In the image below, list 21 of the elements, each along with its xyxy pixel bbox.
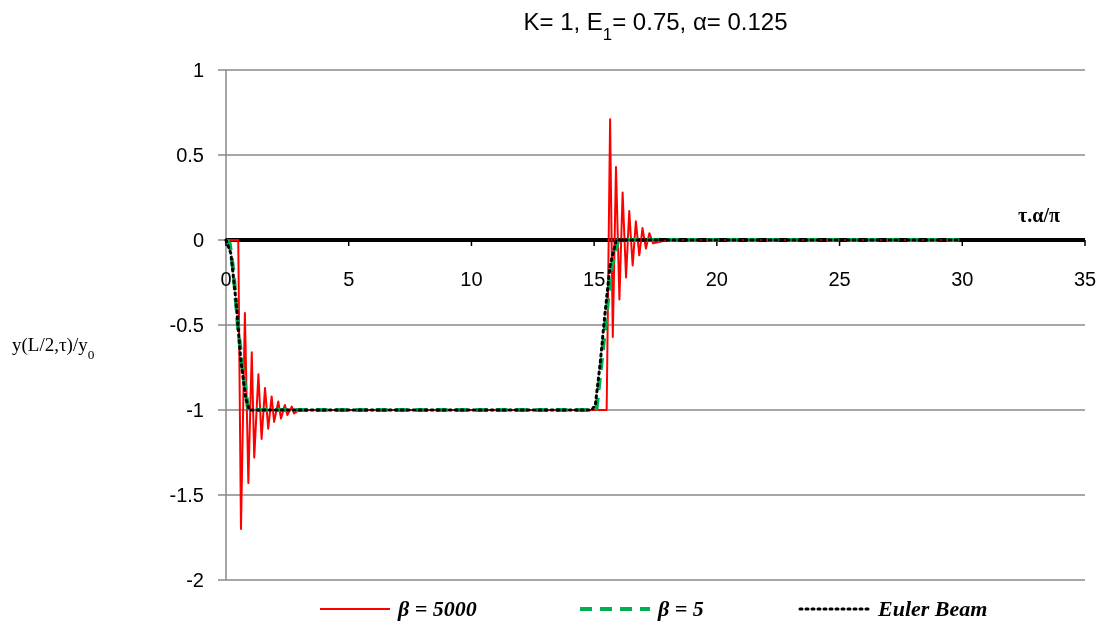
y-tick-label: 1 — [192, 59, 204, 81]
y-axis-title: y(L/2,τ)/y$_{0}$ — [12, 334, 95, 362]
x-tick-label: 0 — [220, 268, 232, 290]
x-tick-label: 35 — [1073, 268, 1097, 290]
x-tick-label: 15 — [583, 268, 606, 290]
x-tick-label: 25 — [828, 268, 851, 290]
chart-title: K= 1, E$_{1}$= 0.75, α= 0.125 — [523, 8, 788, 44]
legend-label: β = 5 — [657, 596, 704, 621]
x-tick-label: 20 — [705, 268, 728, 290]
y-tick-label: 0 — [192, 229, 204, 251]
x-axis-title: τ.α/π — [1018, 204, 1061, 226]
y-tick-label: -0.5 — [169, 314, 204, 336]
x-tick-label: 30 — [951, 268, 974, 290]
x-tick-label: 10 — [460, 268, 483, 290]
y-tick-label: 0.5 — [176, 144, 204, 166]
y-tick-label: -1 — [186, 399, 204, 421]
y-tick-label: -1.5 — [169, 484, 204, 506]
legend-label: Euler Beam — [877, 596, 988, 621]
legend-label: β = 5000 — [397, 596, 477, 621]
x-tick-label: 5 — [343, 268, 355, 290]
y-tick-label: -2 — [186, 569, 204, 591]
